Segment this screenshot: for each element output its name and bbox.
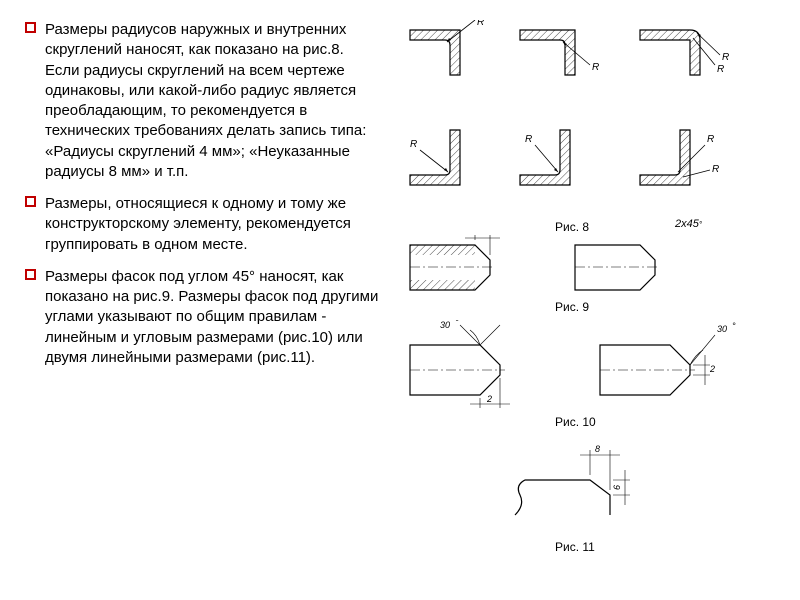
fillet-int-3: R R <box>635 125 735 190</box>
bullet-icon <box>25 196 36 207</box>
fig10-label: Рис. 10 <box>555 415 596 429</box>
svg-text:R: R <box>722 52 729 63</box>
fillet-ext-3: R R <box>635 20 735 85</box>
fillet-ext-2: R <box>515 20 605 85</box>
figure-column: R R R R R R R R Рис. 8 <box>395 20 775 580</box>
paragraph-2: Размеры, относящиеся к одному и тому же … <box>25 194 380 255</box>
svg-text:°: ° <box>455 320 459 327</box>
svg-text:R: R <box>410 139 417 150</box>
svg-text:R: R <box>592 62 599 73</box>
fig9-label: Рис. 9 <box>555 300 589 314</box>
svg-text:R: R <box>525 134 532 145</box>
svg-text:R: R <box>712 164 719 175</box>
paragraph-1: Размеры радиусов наружных и внутренних с… <box>25 20 380 182</box>
bullet-icon <box>25 22 36 33</box>
svg-text:30: 30 <box>717 324 727 334</box>
fig11-label: Рис. 11 <box>555 540 595 554</box>
svg-text:R: R <box>717 64 724 75</box>
svg-text:R: R <box>707 134 714 145</box>
linear-chamfer: 8 6 <box>495 440 665 540</box>
chamfer-right <box>570 230 690 305</box>
paragraph-3-text: Размеры фасок под углом 45° наносят, как… <box>45 268 378 366</box>
paragraph-1-text: Размеры радиусов наружных и внутренних с… <box>45 21 366 180</box>
angle-chamfer-right: 30 ° 2 <box>595 320 755 410</box>
paragraph-2-text: Размеры, относящиеся к одному и тому же … <box>45 195 351 253</box>
svg-text:2x45: 2x45 <box>459 230 481 232</box>
fillet-ext-1: R <box>405 20 495 85</box>
svg-text:8: 8 <box>595 444 600 454</box>
svg-text:R: R <box>477 20 484 28</box>
svg-text:2: 2 <box>486 394 492 404</box>
chamfer-dim-label: 2x45° <box>675 218 702 230</box>
angle-chamfer-left: 30 ° 2 <box>405 320 555 410</box>
svg-text:30: 30 <box>440 320 450 330</box>
svg-text:6: 6 <box>612 485 622 490</box>
svg-text:2: 2 <box>709 364 715 374</box>
chamfer-left: 2x45 ° <box>405 230 525 305</box>
text-column: Размеры радиусов наружных и внутренних с… <box>25 20 395 580</box>
fillet-int-1: R <box>405 125 495 190</box>
svg-text:°: ° <box>732 321 736 331</box>
paragraph-3: Размеры фасок под углом 45° наносят, как… <box>25 267 380 368</box>
fillet-int-2: R <box>515 125 605 190</box>
bullet-icon <box>25 269 36 280</box>
